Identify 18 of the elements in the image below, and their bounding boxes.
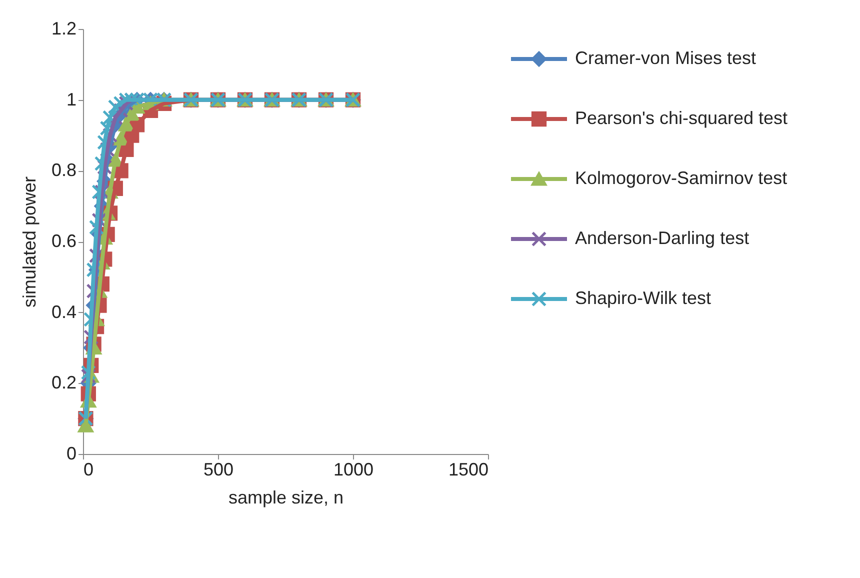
x-tick-label: 0 <box>84 460 94 480</box>
y-tick-label: 0.2 <box>51 372 76 393</box>
x-tick-label: 500 <box>203 460 234 480</box>
legend-label: Cramer-von Mises test <box>575 48 756 68</box>
y-tick-label: 1 <box>66 89 76 110</box>
y-tick-label: 1.2 <box>51 18 76 38</box>
y-tick-label: 0.4 <box>51 302 76 322</box>
x-axis-title: sample size, n <box>228 488 344 508</box>
legend-label: Pearson's chi-squared test <box>575 108 788 128</box>
y-tick-label: 0 <box>66 444 76 464</box>
y-axis-title: simulated power <box>19 176 40 308</box>
legend-label: Anderson-Darling test <box>575 228 750 248</box>
x-tick-label: 1500 <box>448 460 488 480</box>
y-tick-label: 0.8 <box>51 160 76 180</box>
x-tick-label: 1000 <box>333 460 374 480</box>
y-tick-label: 0.6 <box>51 231 76 251</box>
legend-label: Kolmogorov-Samirnov test <box>575 168 788 188</box>
legend-label: Shapiro-Wilk test <box>575 288 712 308</box>
